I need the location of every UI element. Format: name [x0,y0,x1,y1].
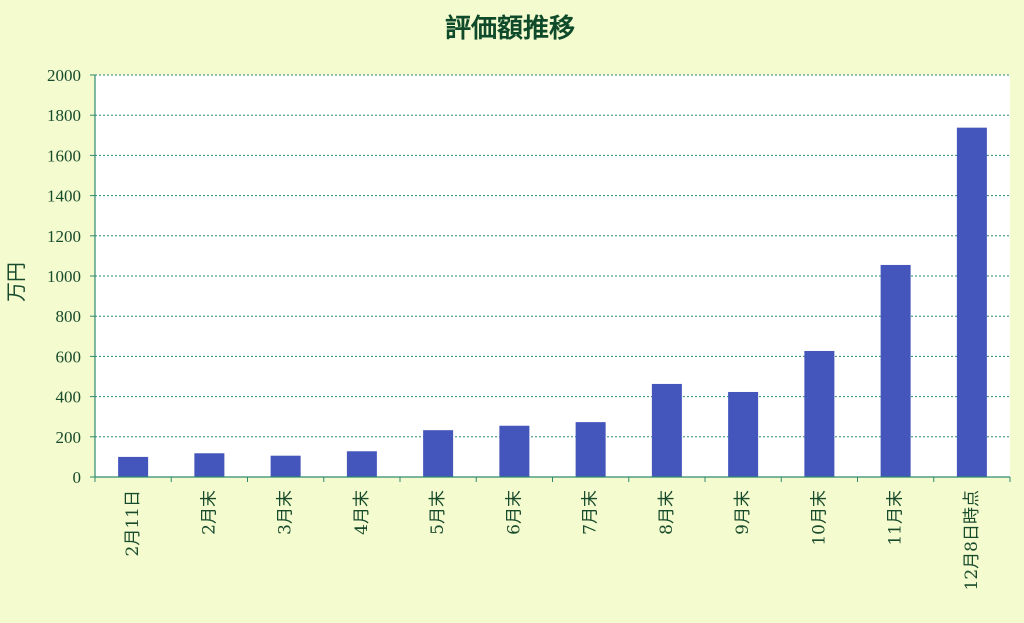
x-tick-label: 2月11日 [123,490,143,556]
axes [90,74,1011,482]
x-tick-label: 6月末 [504,490,524,535]
bar-8 [651,383,682,477]
bars [118,127,987,478]
y-tick-label: 1600 [47,146,81,165]
bar-3 [270,455,301,477]
y-tick-labels: 0 200 400 600 800 1000 1200 1400 1600 1800 2000 [47,66,81,487]
bar-5 [423,430,454,477]
x-tick-label: 2月末 [199,490,219,535]
bar-4 [346,451,377,477]
bar-9 [728,391,759,477]
y-tick-label: 400 [56,388,82,407]
y-tick-label: 1000 [47,267,81,286]
x-tick-labels: 2月11日 2月末 3月末 4月末 5月末 6月末 7月末 8月末 9月末 10月末 11月末 12月… [123,490,982,590]
bar-2 [194,453,225,477]
y-tick-label: 800 [56,307,82,326]
x-tick-label: 7月末 [581,490,601,535]
y-axis-title: 万円 [4,262,28,302]
x-tick-label: 11月末 [886,490,906,546]
y-tick-label: 0 [73,468,82,487]
x-tick-label: 5月末 [428,490,448,535]
y-tick-label: 600 [56,347,82,366]
x-tick-label: 12月8日時点 [962,490,982,590]
bar-10 [804,350,835,477]
gridlines [95,74,1010,438]
y-tick-label: 1400 [47,187,81,206]
y-tick-label: 1800 [47,106,81,125]
y-tick-label: 1200 [47,227,81,246]
chart-title: 評価額推移 [445,13,575,44]
bar-12 [956,127,987,478]
x-tick-label: 9月末 [733,490,753,535]
x-tick-label: 4月末 [352,490,372,535]
bar-11 [880,264,911,477]
y-tick-label: 200 [56,428,82,447]
bar-1 [118,456,149,477]
bar-6 [499,425,530,477]
x-tick-label: 10月末 [809,490,829,546]
x-tick-label: 3月末 [276,490,296,535]
x-tick-label: 8月末 [657,490,677,535]
bar-7 [575,422,606,477]
y-tick-label: 2000 [47,66,81,85]
